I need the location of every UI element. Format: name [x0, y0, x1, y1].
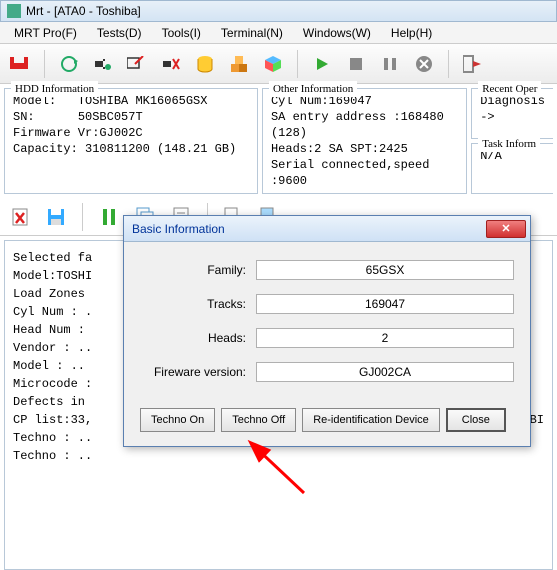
- recent-l1: Diagnosis ->: [480, 93, 545, 125]
- boxes-icon[interactable]: [225, 50, 253, 78]
- main-toolbar: [0, 44, 557, 84]
- fw-field: GJ002CA: [256, 362, 514, 382]
- other-info-box: Other Information Cyl Num:169047 SA entr…: [262, 88, 467, 194]
- hdd-sn-v: 50SBC057T: [78, 110, 143, 124]
- pause2-icon[interactable]: [95, 203, 123, 231]
- pause-icon[interactable]: [376, 50, 404, 78]
- hdd-cap-l: Capacity:: [13, 142, 78, 156]
- heads-field: 2: [256, 328, 514, 348]
- heads-label: Heads:: [140, 331, 256, 345]
- scan-icon[interactable]: [123, 50, 151, 78]
- app-icon: [7, 4, 21, 18]
- window-titlebar: Mrt - [ATA0 - Toshiba]: [0, 0, 557, 22]
- c-l13: CP list:33,: [13, 411, 92, 429]
- techno-off-button[interactable]: Techno Off: [221, 408, 296, 432]
- menu-tests[interactable]: Tests(D): [97, 26, 142, 40]
- plug-x-icon[interactable]: [157, 50, 185, 78]
- menu-mrtpro[interactable]: MRT Pro(F): [14, 26, 77, 40]
- other-l2: SA entry address :168480 (128): [271, 109, 458, 141]
- play-icon[interactable]: [308, 50, 336, 78]
- dialog-buttons: Techno On Techno Off Re-identification D…: [124, 408, 530, 446]
- close-icon[interactable]: ✕: [486, 220, 526, 238]
- hdd-info-box: HDD Information Model: TOSHIBA MK16065GS…: [4, 88, 258, 194]
- basic-info-dialog: Basic Information ✕ Family: 65GSX Tracks…: [123, 215, 531, 447]
- hdd-legend: HDD Information: [11, 81, 98, 97]
- window-title: Mrt - [ATA0 - Toshiba]: [26, 4, 141, 18]
- exit-icon[interactable]: [459, 50, 487, 78]
- tracks-label: Tracks:: [140, 297, 256, 311]
- hdd-fw-l: Firmware Vr:: [13, 126, 99, 140]
- c-l15: Techno : ..: [13, 447, 544, 465]
- dialog-title: Basic Information: [132, 222, 225, 236]
- tracks-field: 169047: [256, 294, 514, 314]
- menu-tools[interactable]: Tools(I): [162, 26, 201, 40]
- family-field: 65GSX: [256, 260, 514, 280]
- dialog-body: Family: 65GSX Tracks: 169047 Heads: 2 Fi…: [124, 242, 530, 408]
- recent-legend: Recent Oper: [478, 81, 541, 97]
- task-box: Task Inform N/A: [471, 143, 553, 194]
- other-l3: Heads:2 SA SPT:2425: [271, 141, 458, 157]
- refresh-icon[interactable]: [55, 50, 83, 78]
- reidentification-button[interactable]: Re-identification Device: [302, 408, 440, 432]
- menubar: MRT Pro(F) Tests(D) Tools(I) Terminal(N)…: [0, 22, 557, 44]
- hdd-sn-l: SN:: [13, 110, 35, 124]
- cancel-icon[interactable]: [410, 50, 438, 78]
- menu-windows[interactable]: Windows(W): [303, 26, 371, 40]
- task-legend: Task Inform: [478, 136, 540, 152]
- hdd-cap-v: 310811200 (148.21 GB): [85, 142, 236, 156]
- other-legend: Other Information: [269, 81, 357, 97]
- family-label: Family:: [140, 263, 256, 277]
- menu-terminal[interactable]: Terminal(N): [221, 26, 283, 40]
- db-icon[interactable]: [191, 50, 219, 78]
- fw-label: Fireware version:: [140, 365, 256, 379]
- dialog-titlebar[interactable]: Basic Information ✕: [124, 216, 530, 242]
- save-icon[interactable]: [42, 203, 70, 231]
- other-l4: Serial connected,speed :9600: [271, 157, 458, 189]
- menu-help[interactable]: Help(H): [391, 26, 432, 40]
- recent-box: Recent Oper Diagnosis ->: [471, 88, 553, 139]
- techno-on-button[interactable]: Techno On: [140, 408, 215, 432]
- stop-icon[interactable]: [342, 50, 370, 78]
- info-row: HDD Information Model: TOSHIBA MK16065GS…: [0, 84, 557, 198]
- close-button[interactable]: Close: [446, 408, 506, 432]
- bed-icon[interactable]: [6, 50, 34, 78]
- color-cube-icon[interactable]: [259, 50, 287, 78]
- delete-icon[interactable]: [6, 203, 34, 231]
- plug-icon[interactable]: [89, 50, 117, 78]
- hdd-fw-v: GJ002C: [99, 126, 142, 140]
